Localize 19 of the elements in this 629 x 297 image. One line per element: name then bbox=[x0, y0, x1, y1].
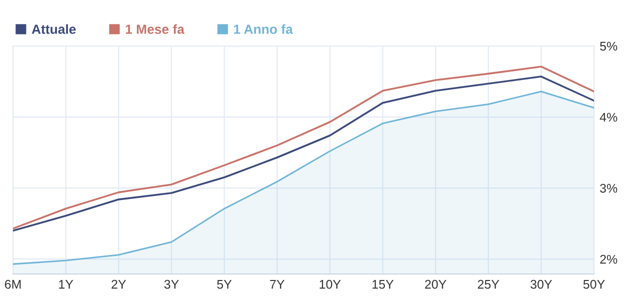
x-tick-label: 7Y bbox=[270, 280, 284, 289]
x-tick-label: 3Y bbox=[164, 280, 179, 289]
x-tick-label: 5Y bbox=[217, 280, 232, 289]
x-tick-label: 25Y bbox=[478, 280, 500, 289]
x-tick-label: 20Y bbox=[425, 280, 446, 289]
y-tick-label: 4% bbox=[600, 112, 618, 122]
y-tick-label: 3% bbox=[600, 184, 618, 193]
x-tick-label: 30Y bbox=[530, 280, 552, 289]
x-tick-label: 50Y bbox=[583, 280, 605, 289]
legend-label: 1 Mese fa bbox=[126, 24, 184, 34]
x-tick-label: 6M bbox=[4, 280, 21, 289]
y-tick-label: 2% bbox=[600, 254, 618, 264]
x-tick-label: 1Y bbox=[59, 280, 74, 289]
legend-label: 1 Anno fa bbox=[234, 24, 293, 34]
legend-label: Attuale bbox=[32, 24, 76, 34]
x-tick-label: 10Y bbox=[320, 280, 341, 289]
x-tick-label: 15Y bbox=[372, 280, 394, 289]
y-tick-label: 5% bbox=[600, 42, 618, 51]
x-tick-label: 2Y bbox=[112, 280, 126, 289]
